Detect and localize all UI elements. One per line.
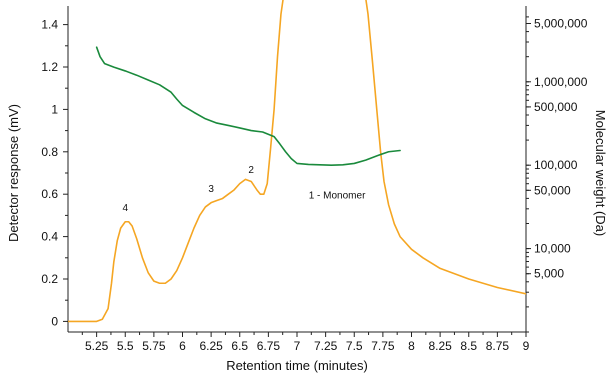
detector-response-line	[365, 0, 526, 295]
y2-tick-label: 500,000	[534, 100, 578, 114]
label-layer: Retention time (minutes) Detector respon…	[6, 104, 608, 373]
y-tick-label: 1.4	[41, 18, 58, 32]
y-tick-label: 0.8	[41, 145, 58, 159]
x-tick-label: 6.5	[231, 339, 248, 353]
y2-tick-label: 100,000	[534, 158, 578, 172]
peak-annotation: 2	[248, 165, 254, 176]
y-tick-label: 0.2	[41, 272, 58, 286]
x-tick-label: 7.5	[346, 339, 363, 353]
x-tick-label: 9	[523, 339, 530, 353]
x-tick-label: 7	[294, 339, 301, 353]
x-tick-label: 7.75	[371, 339, 395, 353]
peak-annotation: 3	[208, 184, 214, 195]
y2-axis-label: Molecular weight (Da)	[593, 110, 608, 236]
x-tick-label: 5.75	[142, 339, 166, 353]
x-tick-label: 7.25	[314, 339, 338, 353]
y-tick-label: 0	[51, 314, 58, 328]
x-tick-label: 5.5	[117, 339, 134, 353]
x-tick-label: 5.25	[85, 339, 109, 353]
x-tick-label: 8	[408, 339, 415, 353]
y2-tick-label: 5,000,000	[534, 17, 588, 31]
x-tick-label: 6	[179, 339, 186, 353]
y2-tick-label: 10,000	[534, 242, 571, 256]
annotation-layer: 4 3 2 1 - Monomer	[122, 165, 366, 214]
x-tick-label: 6.75	[257, 339, 281, 353]
y2-tick-label: 5,000	[534, 267, 564, 281]
x-tick-label: 8.5	[460, 339, 477, 353]
y-tick-label: 0.4	[41, 230, 58, 244]
detector-response-line	[68, 0, 284, 323]
peak-annotation: 4	[122, 203, 128, 214]
x-tick-label: 8.75	[486, 339, 510, 353]
y-tick-label: 1.2	[41, 60, 58, 74]
y-axis-label: Detector response (mV)	[6, 104, 21, 242]
molecular-weight-line	[95, 46, 401, 166]
x-axis-label: Retention time (minutes)	[226, 358, 368, 373]
axes-layer: 5.25 5.5 5.75 6 6.25 6.5 6.75 7 7.25 7.5 7.75 8 8.25…	[41, 6, 588, 353]
y-tick-label: 1	[51, 102, 58, 116]
y-tick-label: 0.6	[41, 187, 58, 201]
x-tick-label: 6.25	[199, 339, 223, 353]
y2-tick-label: 1,000,000	[534, 75, 588, 89]
y2-tick-label: 50,000	[534, 183, 571, 197]
series-layer	[68, 0, 526, 323]
x-tick-label: 8.25	[428, 339, 452, 353]
peak-annotation: 1 - Monomer	[309, 190, 366, 201]
